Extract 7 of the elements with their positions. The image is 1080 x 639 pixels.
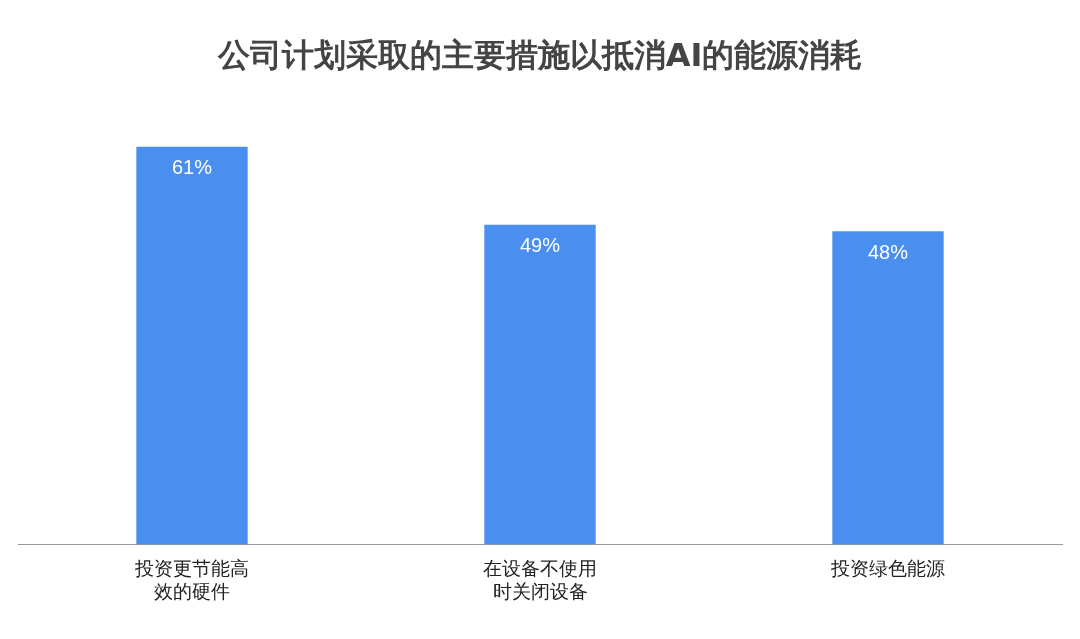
- chart-title: 公司计划采取的主要措施以抵消AI的能源消耗: [216, 35, 863, 74]
- data-label: 49%: [519, 234, 561, 257]
- data-label: 48%: [867, 240, 909, 263]
- data-label: 61%: [171, 155, 213, 178]
- x-tick-label: 在设备不使用时关闭设备: [483, 556, 597, 602]
- x-tick-label: 投资绿色能源: [830, 556, 945, 579]
- x-tick-label: 投资更节能高效的硬件: [134, 556, 249, 602]
